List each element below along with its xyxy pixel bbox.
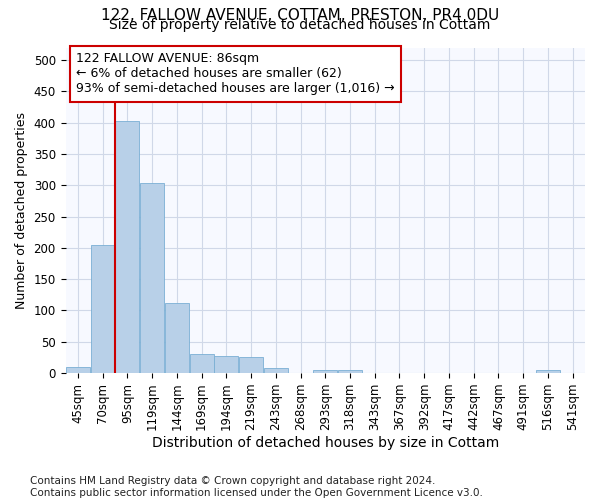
Text: Size of property relative to detached houses in Cottam: Size of property relative to detached ho…: [109, 18, 491, 32]
Bar: [190, 354, 214, 373]
Bar: [66, 367, 90, 373]
Bar: [338, 370, 362, 373]
Bar: [536, 370, 560, 373]
Text: 122 FALLOW AVENUE: 86sqm
← 6% of detached houses are smaller (62)
93% of semi-de: 122 FALLOW AVENUE: 86sqm ← 6% of detache…: [76, 52, 395, 96]
Bar: [264, 368, 288, 373]
Bar: [140, 184, 164, 373]
Bar: [313, 370, 337, 373]
Y-axis label: Number of detached properties: Number of detached properties: [15, 112, 28, 309]
Text: 122, FALLOW AVENUE, COTTAM, PRESTON, PR4 0DU: 122, FALLOW AVENUE, COTTAM, PRESTON, PR4…: [101, 8, 499, 22]
Bar: [115, 121, 139, 373]
Text: Contains HM Land Registry data © Crown copyright and database right 2024.
Contai: Contains HM Land Registry data © Crown c…: [30, 476, 483, 498]
X-axis label: Distribution of detached houses by size in Cottam: Distribution of detached houses by size …: [152, 436, 499, 450]
Bar: [214, 356, 238, 373]
Bar: [165, 303, 189, 373]
Bar: [91, 244, 115, 373]
Bar: [239, 358, 263, 373]
